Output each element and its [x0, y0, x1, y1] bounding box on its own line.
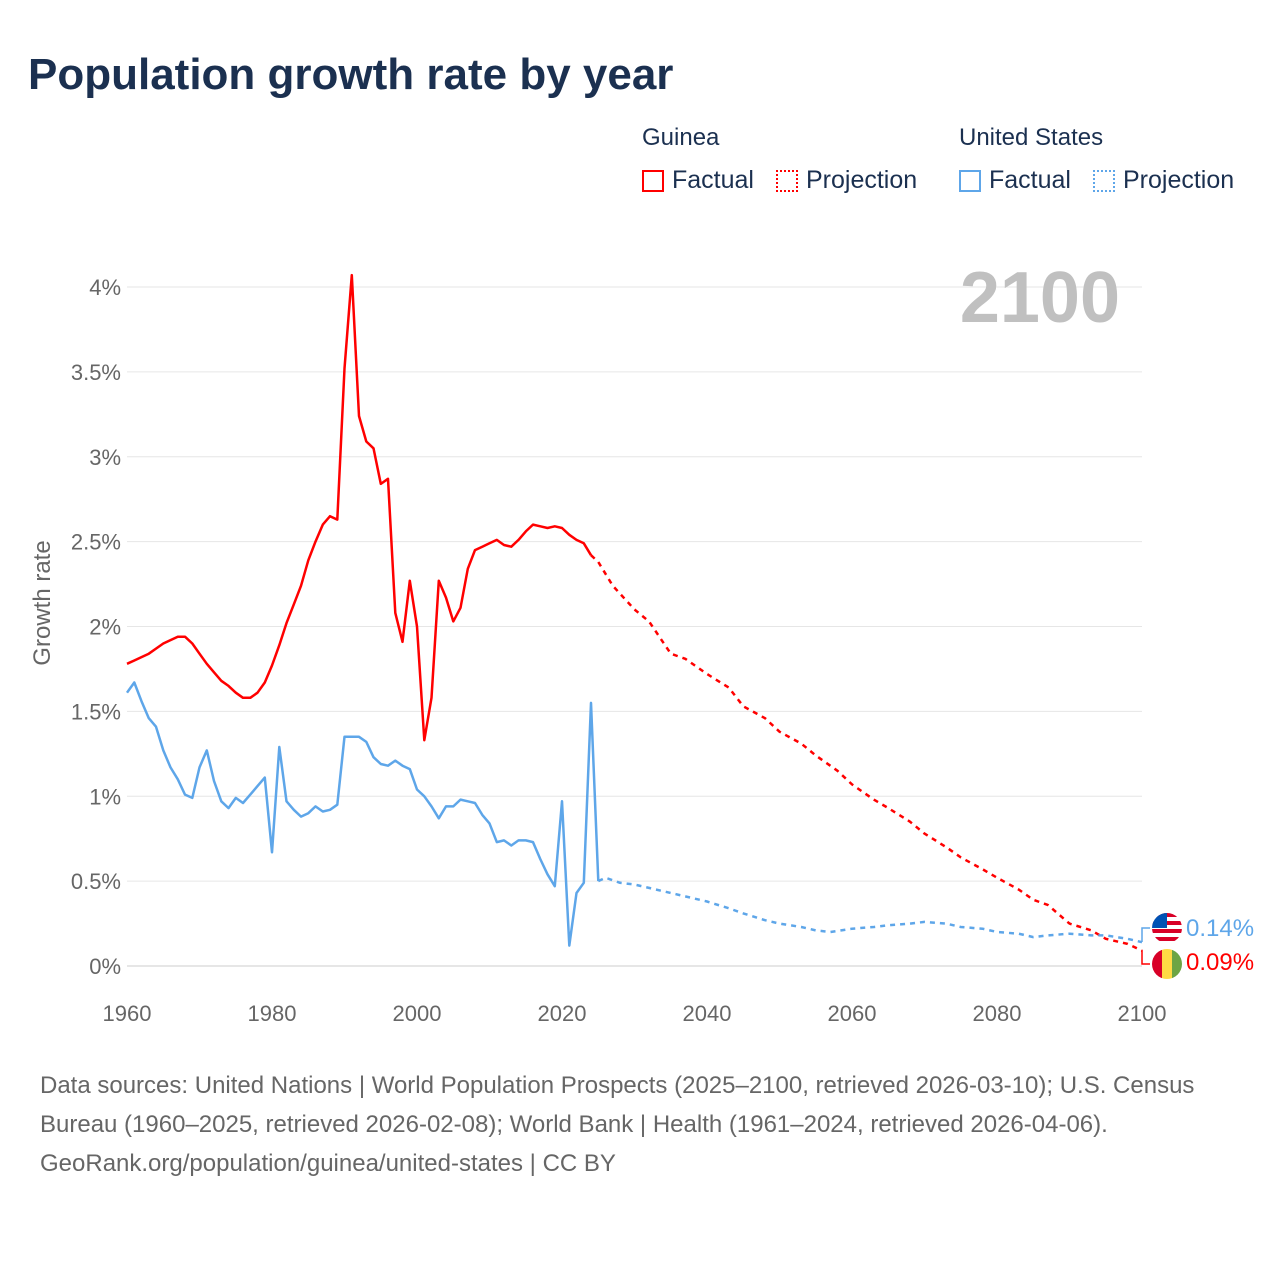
series-line-guinea-factual[interactable]: [126, 273, 593, 742]
us-end-value: 0.14%: [1186, 915, 1254, 942]
x-tick-label: 1960: [103, 1001, 152, 1026]
y-tick-label: 0.5%: [71, 869, 121, 894]
footer: Data sources: United Nations | World Pop…: [40, 1066, 1230, 1183]
year-watermark: 2100: [960, 258, 1120, 338]
y-axis-label: Growth rate: [29, 540, 56, 665]
legend-swatch-solid-icon: [959, 169, 981, 192]
y-tick-label: 0%: [89, 954, 121, 979]
x-tick-label: 2060: [828, 1001, 877, 1026]
y-tick-label: 2%: [89, 615, 121, 640]
legend-us-projection[interactable]: Projection: [1093, 166, 1234, 195]
source-link[interactable]: GeoRank.org/population/guinea/united-sta…: [40, 1150, 616, 1177]
series-line-united-states-projection[interactable]: [597, 876, 1143, 944]
legend-label: Factual: [989, 166, 1071, 194]
us-flag-icon: [1152, 913, 1182, 943]
legend-label: Factual: [672, 166, 754, 194]
y-tick-label: 3%: [89, 445, 121, 470]
chart-title: Population growth rate by year: [28, 50, 674, 99]
legend-swatch-dotted-icon: [776, 169, 798, 192]
y-tick-label: 3.5%: [71, 360, 121, 385]
legend-guinea-heading: Guinea: [642, 124, 720, 151]
legend-swatch-dotted-icon: [1093, 169, 1115, 192]
x-tick-label: 2080: [973, 1001, 1022, 1026]
x-tick-label: 2020: [538, 1001, 587, 1026]
guinea-end-connector: [1141, 950, 1150, 965]
line-chart: 0% 0.5% 1% 1.5% 2% 2.5% 3% 3.5% 4% 1960 1980 2000 20…: [29, 258, 1254, 1026]
legend-guinea-factual[interactable]: Factual: [642, 166, 754, 195]
data-sources: Data sources: United Nations | World Pop…: [40, 1072, 1195, 1138]
x-tick-label: 2040: [683, 1001, 732, 1026]
series-line-guinea-projection[interactable]: [590, 554, 1143, 952]
series-line-united-states-factual[interactable]: [125, 681, 600, 947]
us-end-connector: [1141, 927, 1150, 942]
legend-us-heading: United States: [959, 124, 1104, 151]
y-tick-label: 1.5%: [71, 699, 121, 724]
guinea-end-value: 0.09%: [1186, 949, 1254, 976]
x-tick-label: 2100: [1118, 1001, 1167, 1026]
y-tick-label: 2.5%: [71, 530, 121, 555]
legend-label: Projection: [1123, 166, 1235, 194]
legend-label: Projection: [806, 166, 918, 194]
y-tick-label: 1%: [89, 784, 121, 809]
y-tick-label: 4%: [89, 275, 121, 300]
guinea-flag-icon: [1152, 949, 1182, 979]
legend-guinea-projection[interactable]: Projection: [776, 166, 917, 195]
x-tick-label: 1980: [248, 1001, 297, 1026]
legend-us-factual[interactable]: Factual: [959, 166, 1071, 195]
legend-swatch-solid-icon: [642, 169, 664, 192]
x-tick-label: 2000: [393, 1001, 442, 1026]
